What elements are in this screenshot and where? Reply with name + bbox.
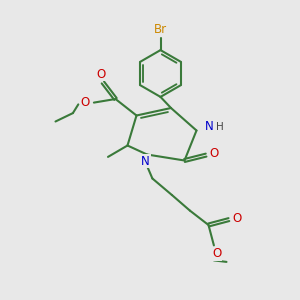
Text: H: H xyxy=(216,122,224,132)
Text: O: O xyxy=(212,247,221,260)
Text: O: O xyxy=(210,147,219,160)
Text: O: O xyxy=(81,95,90,109)
Text: O: O xyxy=(233,212,242,225)
Text: O: O xyxy=(97,68,106,81)
Text: Br: Br xyxy=(154,23,167,36)
Text: N: N xyxy=(205,120,214,134)
Text: N: N xyxy=(141,154,150,168)
